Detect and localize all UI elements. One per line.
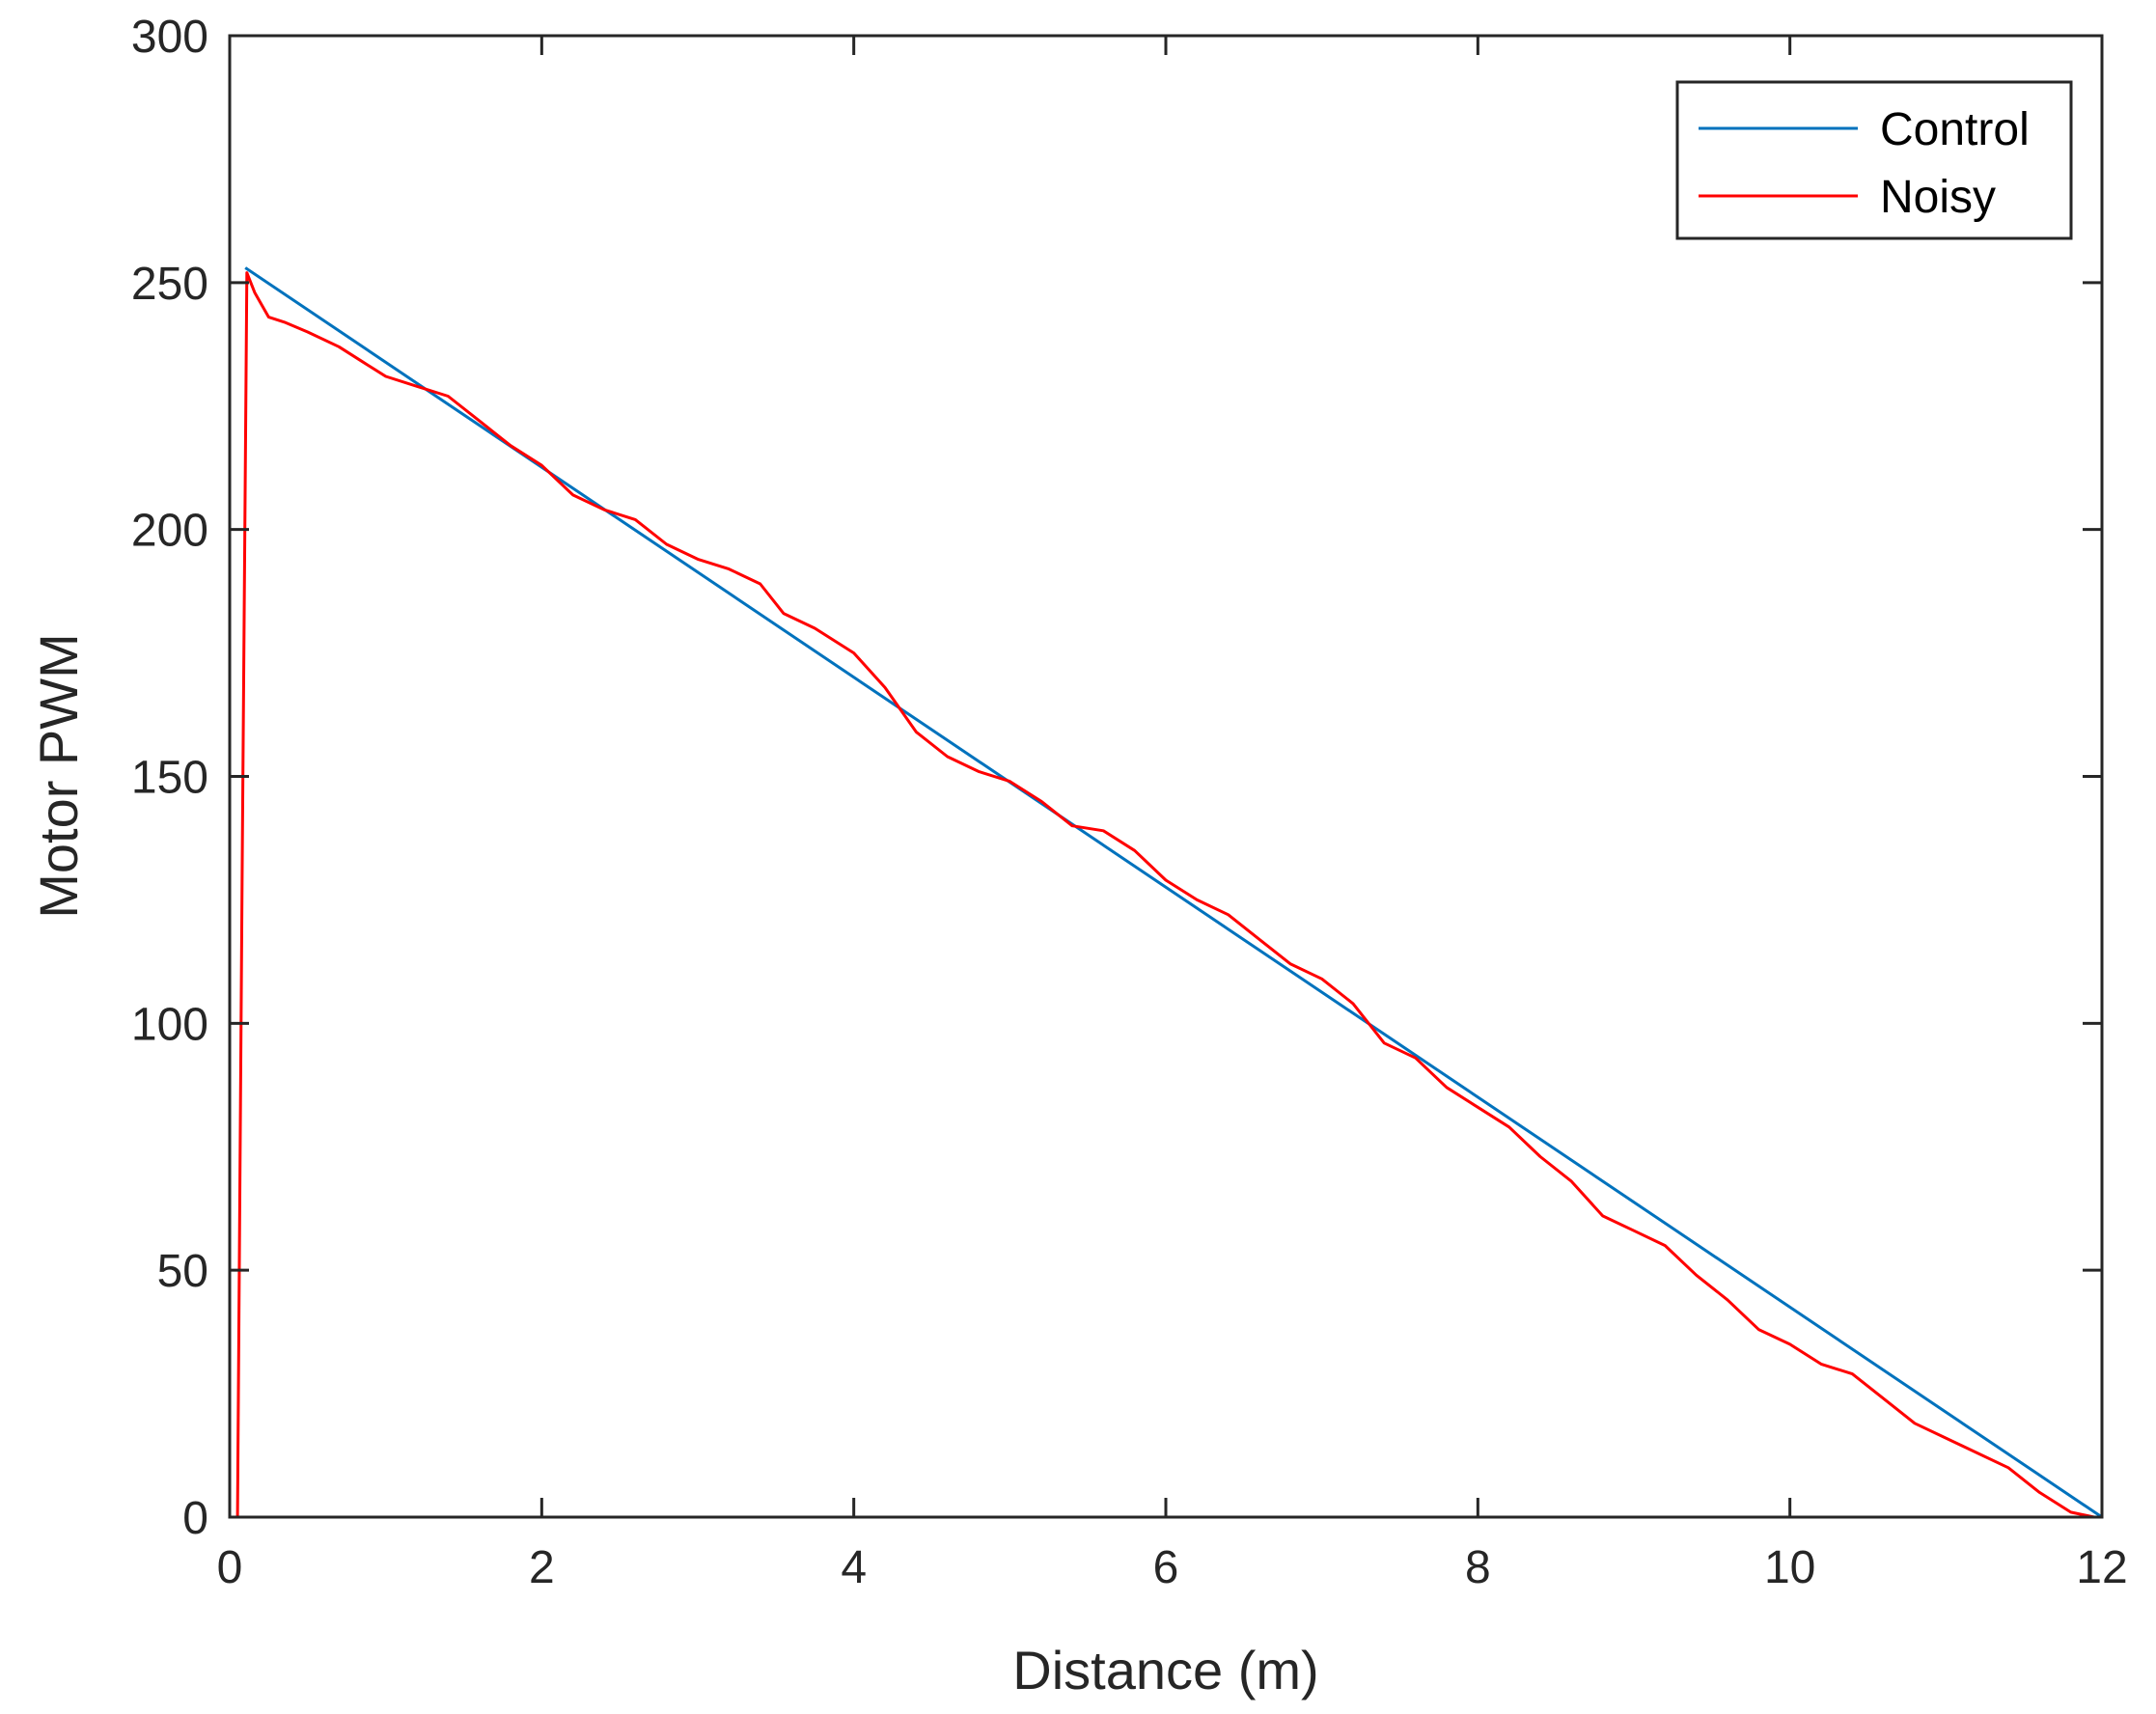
plot-area — [230, 36, 2102, 1517]
y-axis-title: Motor PWM — [28, 633, 89, 919]
x-tick-label: 4 — [841, 1542, 867, 1593]
series-layer — [235, 266, 2103, 1519]
legend-label-noisy: Noisy — [1880, 172, 1996, 223]
legend-label-control: Control — [1880, 104, 2030, 155]
x-tick-label: 0 — [217, 1542, 243, 1593]
legend: Control Noisy — [1675, 80, 2073, 240]
y-tick-label: 200 — [131, 506, 208, 557]
x-tick-label: 12 — [2076, 1542, 2127, 1593]
y-tick-label: 300 — [131, 12, 208, 63]
y-tick-label: 250 — [131, 259, 208, 310]
x-axis-title: Distance (m) — [1012, 1640, 1318, 1700]
x-tick-label: 8 — [1465, 1542, 1491, 1593]
y-tick-label: 0 — [182, 1493, 208, 1544]
axes-layer: 0 2 4 6 8 10 12 0 50 100 150 200 250 300 — [131, 12, 2128, 1593]
x-tick-label: 10 — [1764, 1542, 1815, 1593]
y-tick-label: 150 — [131, 753, 208, 804]
legend-box — [1675, 80, 2073, 240]
x-tick-label: 6 — [1153, 1542, 1179, 1593]
y-tick-label: 100 — [131, 999, 208, 1050]
series-line-noisy — [235, 271, 2095, 1519]
x-tick-label: 2 — [529, 1542, 555, 1593]
y-tick-label: 50 — [157, 1246, 208, 1297]
